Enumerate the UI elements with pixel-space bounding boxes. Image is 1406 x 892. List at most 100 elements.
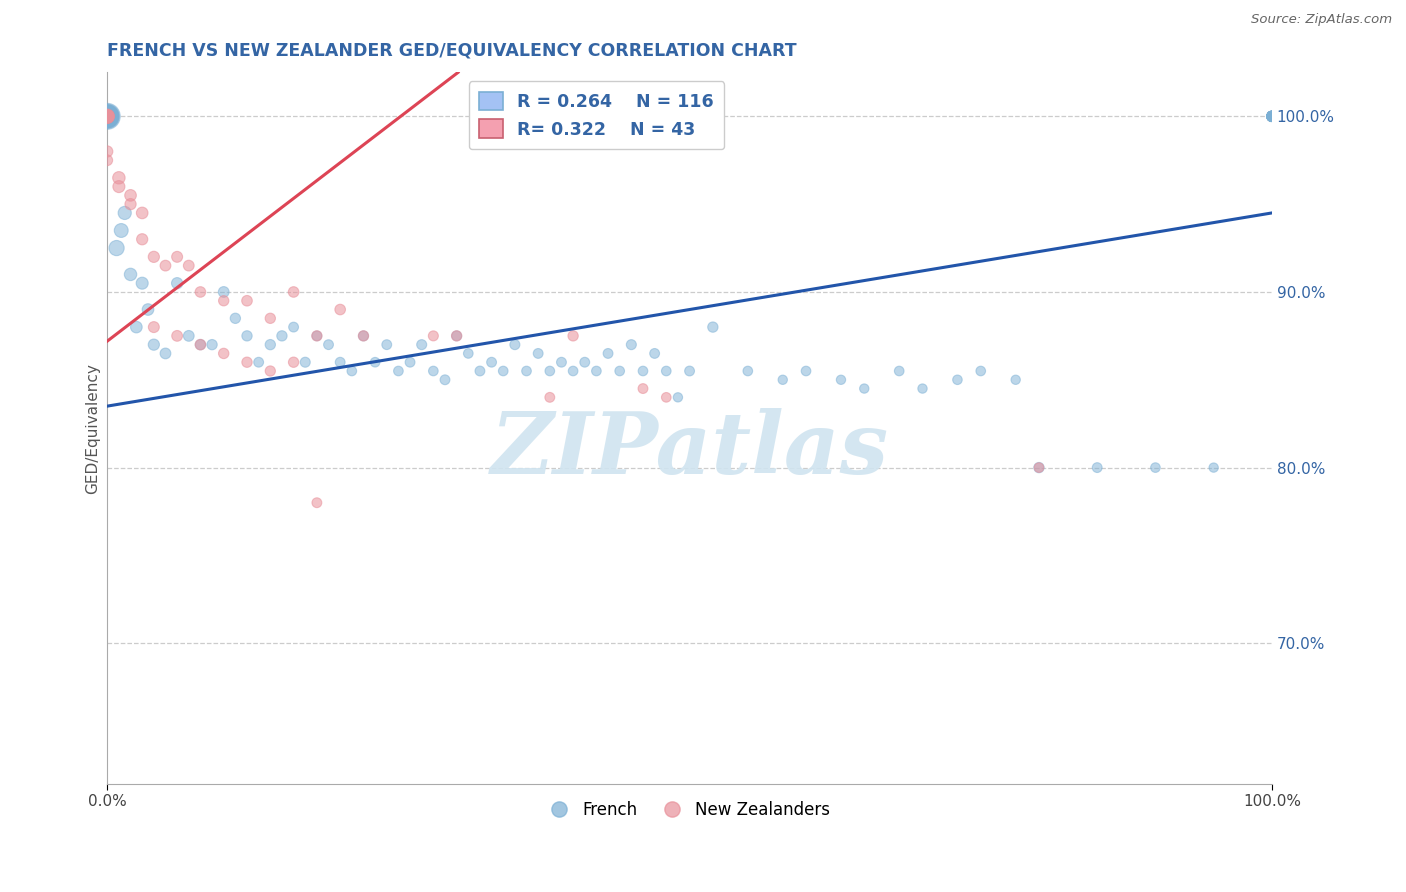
Point (96, 109, 118, 123)
Point (1261, 109, 1284, 123)
Point (108, 179, 131, 194)
Point (1261, 109, 1284, 123)
Point (562, 364, 585, 378)
Point (340, 364, 363, 378)
Point (1261, 109, 1284, 123)
Point (492, 364, 515, 378)
Point (212, 293, 235, 308)
Point (105, 241, 128, 255)
Point (772, 373, 794, 387)
Text: ZIPatlas: ZIPatlas (491, 408, 889, 491)
Point (889, 364, 911, 378)
Legend: French, New Zealanders: French, New Zealanders (541, 794, 837, 825)
Point (1202, 460, 1225, 475)
Point (131, 206, 153, 220)
Point (201, 337, 224, 351)
Point (574, 355, 596, 369)
Point (1261, 109, 1284, 123)
Point (853, 382, 876, 396)
Point (212, 346, 235, 360)
Point (411, 337, 433, 351)
Point (142, 320, 165, 334)
Point (96, 109, 118, 123)
Point (96, 109, 118, 123)
Point (305, 329, 328, 343)
Point (120, 197, 142, 211)
Point (655, 390, 678, 404)
Point (259, 311, 281, 326)
Point (737, 364, 759, 378)
Point (305, 329, 328, 343)
Point (1261, 109, 1284, 123)
Point (96, 109, 118, 123)
Point (96, 109, 118, 123)
Point (96, 109, 118, 123)
Point (1261, 109, 1284, 123)
Point (1261, 109, 1284, 123)
Point (631, 364, 654, 378)
Point (1261, 109, 1284, 123)
Point (318, 337, 340, 351)
Point (96, 153, 118, 168)
Point (114, 206, 136, 220)
Point (1261, 109, 1284, 123)
Point (120, 268, 142, 282)
Point (1261, 109, 1284, 123)
Point (247, 355, 270, 369)
Point (1261, 109, 1284, 123)
Point (446, 329, 468, 343)
Point (1261, 109, 1284, 123)
Point (1261, 109, 1284, 123)
Point (283, 320, 305, 334)
Point (970, 364, 993, 378)
Point (305, 496, 328, 510)
Point (96, 109, 118, 123)
Point (96, 109, 118, 123)
Point (481, 355, 503, 369)
Point (1261, 109, 1284, 123)
Point (96, 109, 118, 123)
Point (433, 373, 456, 387)
Point (1028, 460, 1050, 475)
Y-axis label: GED/Equivalency: GED/Equivalency (86, 363, 100, 493)
Point (1261, 109, 1284, 123)
Point (609, 364, 631, 378)
Point (96, 109, 118, 123)
Point (1261, 109, 1284, 123)
Point (190, 285, 212, 299)
Point (422, 364, 444, 378)
Point (1261, 109, 1284, 123)
Point (96, 109, 118, 123)
Point (387, 364, 409, 378)
Point (96, 109, 118, 123)
Point (271, 329, 294, 343)
Point (294, 355, 316, 369)
Point (468, 364, 491, 378)
Point (1028, 460, 1050, 475)
Point (96, 109, 118, 123)
Point (399, 355, 422, 369)
Point (515, 364, 537, 378)
Point (678, 364, 700, 378)
Point (830, 373, 852, 387)
Point (96, 109, 118, 123)
Point (503, 337, 526, 351)
Point (190, 337, 212, 351)
Point (946, 373, 969, 387)
Point (283, 285, 305, 299)
Text: Source: ZipAtlas.com: Source: ZipAtlas.com (1251, 13, 1392, 27)
Point (1261, 109, 1284, 123)
Point (527, 346, 550, 360)
Point (422, 329, 444, 343)
Point (364, 355, 387, 369)
Point (446, 329, 468, 343)
Point (538, 390, 561, 404)
Point (283, 355, 305, 369)
Point (236, 329, 259, 343)
Point (236, 355, 259, 369)
Point (1261, 109, 1284, 123)
Point (1261, 109, 1284, 123)
Point (96, 109, 118, 123)
Point (131, 232, 153, 246)
Point (655, 364, 678, 378)
